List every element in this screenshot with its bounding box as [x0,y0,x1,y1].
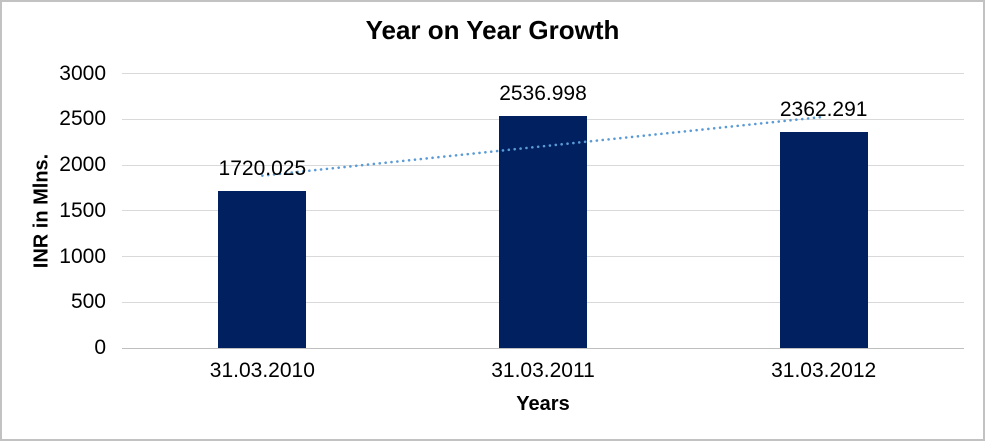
gridline-3000 [122,73,964,75]
y-tick-label-1500: 1500 [59,198,106,222]
bar-value-label-31.03.2011: 2536.998 [499,82,587,106]
y-tick-label-2500: 2500 [59,107,106,131]
x-axis-title: Years [516,393,570,415]
bar-31.03.2010 [218,190,307,348]
chart-title: Year on Year Growth [365,15,620,45]
y-tick-label-0: 0 [94,336,106,359]
gridline-0 [122,347,964,349]
x-tick-label-31.03.2010: 31.03.2010 [209,359,315,382]
bar-value-label-31.03.2012: 2362.291 [779,98,868,121]
y-tick-label-1000: 1000 [59,244,106,268]
y-tick-label-3000: 3000 [59,61,106,85]
x-tick-label-31.03.2012: 31.03.2012 [771,359,877,382]
y-tick-label-500: 500 [70,290,106,314]
x-tick-label-31.03.2011: 31.03.2011 [491,359,595,382]
bar-value-label-31.03.2010: 1720.025 [218,156,307,180]
bar-31.03.2011 [499,116,587,348]
bar-31.03.2012 [779,132,868,348]
y-tick-label-2000: 2000 [59,153,106,177]
